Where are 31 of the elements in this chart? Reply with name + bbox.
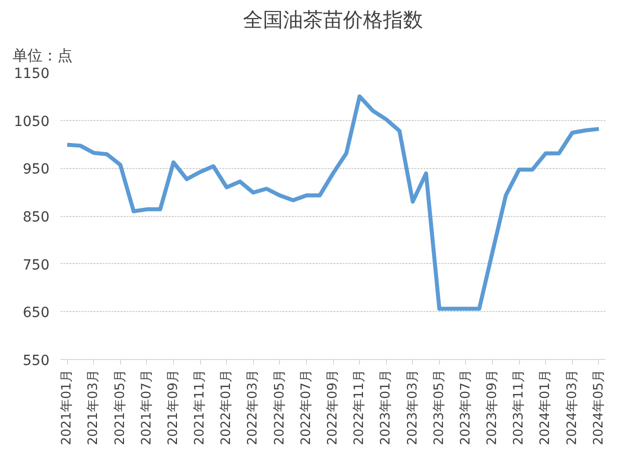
- x-tick-label: 2022年09月: [326, 369, 340, 446]
- x-tick-label: 2023年01月: [378, 369, 394, 446]
- x-tick-label: 2024年05月: [591, 369, 606, 446]
- y-tick-label: 550: [22, 353, 50, 369]
- x-tick-label: 2024年01月: [538, 369, 554, 446]
- x-tick-label: 2021年03月: [86, 369, 102, 446]
- y-tick-label: 1150: [14, 66, 50, 82]
- x-tick-label: 2022年11月: [352, 369, 368, 446]
- x-tick-label: 2022年03月: [246, 369, 261, 446]
- x-tick-label: 2021年01月: [60, 369, 75, 446]
- y-tick-label: 650: [22, 305, 50, 322]
- x-tick-label: 2021年05月: [112, 369, 128, 446]
- x-tick-label: 2023年05月: [432, 369, 447, 446]
- line-series: [65, 94, 601, 311]
- y-tick-label: 750: [22, 257, 50, 274]
- x-tick-label: 2021年07月: [139, 369, 154, 446]
- y-tick-label: 1050: [14, 114, 50, 130]
- x-tick-label: 2024年03月: [564, 369, 580, 446]
- x-tick-label: 2023年09月: [485, 369, 500, 446]
- y-tick-label: 950: [22, 162, 50, 178]
- y-tick-label: 850: [22, 210, 50, 226]
- x-tick-label: 2023年07月: [458, 369, 474, 446]
- x-tick-label: 2021年09月: [166, 369, 181, 446]
- x-tick-label: 2023年11月: [512, 369, 527, 446]
- chart-title: 全国油茶苗价格指数: [243, 8, 423, 32]
- x-tick-label: 2021年11月: [192, 369, 208, 446]
- x-tick-label: 2022年05月: [272, 369, 288, 446]
- x-tick-label: 2022年01月: [219, 369, 234, 446]
- text: 单位：点: [12, 46, 72, 64]
- x-tick-label: 2023年03月: [405, 369, 420, 446]
- x-tick-label: 2022年07月: [298, 369, 314, 446]
